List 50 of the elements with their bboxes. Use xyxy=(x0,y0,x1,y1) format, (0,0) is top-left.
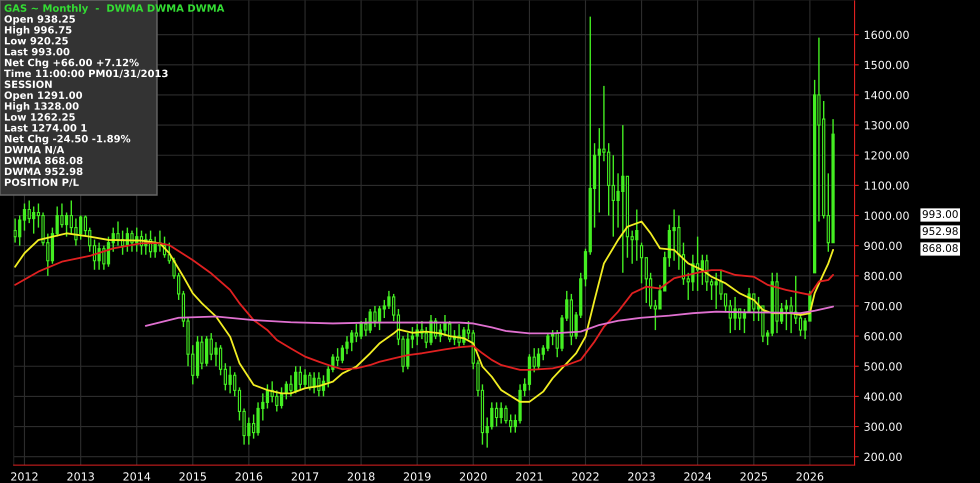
x-tick-label: 2024 xyxy=(684,472,712,481)
annotation: POSITION P/L xyxy=(4,178,79,187)
annotation: Low 1262.25 xyxy=(4,113,75,121)
x-tick-label: 2013 xyxy=(67,472,94,481)
x-tick-label: 2021 xyxy=(516,472,543,481)
x-tick-label: 2026 xyxy=(796,472,824,481)
annotation: Net Chg -24.50 -1.89% xyxy=(4,134,130,144)
y-tick-label: 1600.00 xyxy=(864,30,909,40)
text: 993.00 xyxy=(922,210,958,218)
annotation: DWMA 868.08 xyxy=(4,156,82,164)
x-tick-label: 2017 xyxy=(292,472,318,481)
annotation: Open 1291.00 xyxy=(4,91,82,101)
annotation: High 1328.00 xyxy=(4,102,79,112)
text: 952.98 xyxy=(922,227,958,236)
x-tick-label: 2023 xyxy=(628,472,655,481)
y-tick-label: 1100.00 xyxy=(864,181,909,190)
y-tick-label: 400.00 xyxy=(864,392,902,401)
x-tick-label: 2012 xyxy=(11,472,38,481)
annotation: High 996.75 xyxy=(4,26,72,36)
x-tick-label: 2016 xyxy=(236,472,262,481)
y-tick-label: 1000.00 xyxy=(864,212,909,220)
x-tick-label: 2025 xyxy=(740,472,767,481)
y-tick-label: 700.00 xyxy=(864,302,902,310)
x-tick-label: 2020 xyxy=(460,472,487,481)
y-tick-label: 600.00 xyxy=(864,332,902,340)
y-tick-label: 900.00 xyxy=(864,242,902,250)
annotation: DWMA 952.98 xyxy=(4,168,82,176)
text: 868.08 xyxy=(922,244,958,252)
x-tick-label: 2018 xyxy=(348,472,374,481)
annotation: Last 993.00 xyxy=(4,48,70,56)
y-tick-label: 1200.00 xyxy=(864,151,909,160)
y-tick-label: 800.00 xyxy=(864,272,902,280)
y-tick-label: 500.00 xyxy=(864,362,902,371)
x-tick-label: 2014 xyxy=(123,472,150,481)
annotation: GAS ~ Monthly - DWMA DWMA DWMA xyxy=(4,4,224,14)
y-tick-label: 1500.00 xyxy=(864,60,909,70)
annotation: Low 920.25 xyxy=(4,36,68,45)
annotation: Time 11:00:00 PM01/31/2013 xyxy=(4,69,168,78)
y-tick-label: 200.00 xyxy=(864,452,902,462)
annotation: Net Chg +66.00 +7.12% xyxy=(4,58,139,68)
y-tick-label: 1300.00 xyxy=(864,121,909,130)
annotation: Open 938.25 xyxy=(4,15,75,25)
y-tick-label: 300.00 xyxy=(864,422,902,431)
x-tick-label: 2022 xyxy=(572,472,599,481)
annotation: DWMA N/A xyxy=(4,146,64,154)
x-tick-label: 2015 xyxy=(179,472,206,481)
y-tick-label: 1400.00 xyxy=(864,90,909,100)
annotation: Last 1274.00 1 xyxy=(4,124,87,132)
annotation: SESSION xyxy=(4,80,52,88)
x-tick-label: 2019 xyxy=(404,472,431,481)
